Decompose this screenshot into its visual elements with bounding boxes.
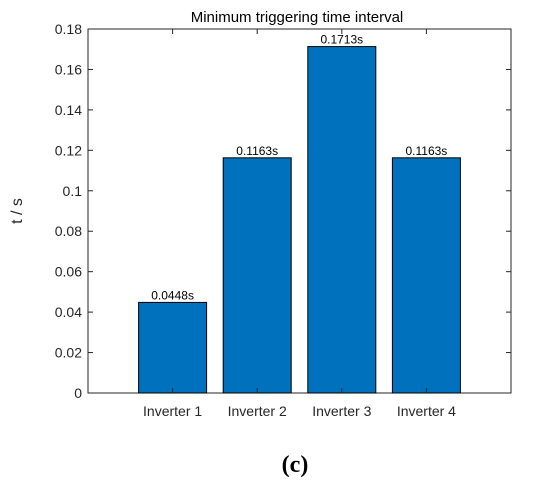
- y-tick-label: 0.14: [55, 102, 82, 118]
- y-axis-label: t / s: [9, 198, 26, 224]
- y-tick-label: 0.04: [55, 304, 82, 320]
- axes-box: [87, 28, 512, 394]
- chart-title: Minimum triggering time interval: [191, 9, 404, 26]
- y-tick-label: 0.06: [55, 264, 82, 280]
- data-label: 0.0448s: [151, 288, 194, 302]
- bar: [138, 301, 208, 394]
- y-tick-label: 0.1: [63, 183, 83, 199]
- data-label: 0.1713s: [320, 33, 363, 47]
- y-tick-label: 0.08: [55, 223, 82, 239]
- bar: [222, 157, 292, 394]
- bar: [307, 46, 377, 394]
- panel-label: (c): [282, 452, 309, 478]
- plot-area: 0 0.02 0.04 0.06 0.08 0.1 0.12 0.14 0.16 0.18 Inve…: [55, 21, 512, 419]
- data-label: 0.1163s: [405, 144, 447, 158]
- x-tick-label: Inverter 4: [397, 403, 456, 419]
- x-tick-label: Inverter 3: [312, 403, 371, 419]
- x-tick-label: Inverter 1: [143, 403, 202, 419]
- x-tick-label: Inverter 2: [228, 403, 287, 419]
- y-tick-label: 0.18: [55, 21, 82, 37]
- y-tick-label: 0: [74, 385, 82, 401]
- y-tick-label: 0.02: [55, 345, 82, 361]
- bar: [391, 157, 461, 394]
- y-tick-label: 0.16: [55, 61, 82, 77]
- data-label: 0.1163s: [236, 144, 278, 158]
- y-tick-label: 0.12: [55, 142, 82, 158]
